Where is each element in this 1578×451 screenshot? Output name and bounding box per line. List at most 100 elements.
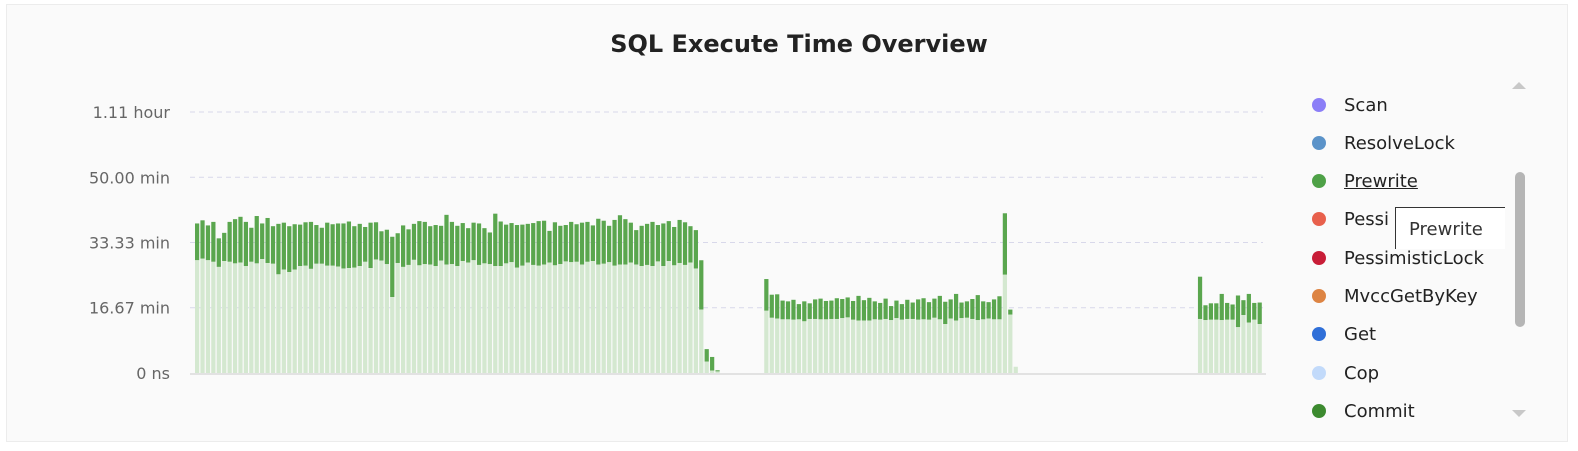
bar-commit[interactable] [948, 318, 953, 373]
bar-prewrite[interactable] [379, 231, 384, 261]
bar-commit[interactable] [536, 265, 541, 373]
bar-prewrite[interactable] [504, 224, 509, 264]
bar-prewrite[interactable] [308, 221, 314, 269]
bar-commit[interactable] [1002, 274, 1007, 373]
bar-prewrite[interactable] [715, 370, 720, 372]
bar-prewrite[interactable] [932, 298, 937, 318]
bar-prewrite[interactable] [845, 297, 850, 318]
bar-commit[interactable] [493, 266, 498, 373]
bar-prewrite[interactable] [1208, 303, 1214, 320]
bar-commit[interactable] [910, 318, 915, 373]
bar-commit[interactable] [845, 317, 850, 373]
legend-item[interactable]: PessimisticLock [1312, 246, 1484, 270]
bar-prewrite[interactable] [1002, 213, 1007, 275]
bar-prewrite[interactable] [569, 221, 574, 263]
bar-prewrite[interactable] [807, 303, 812, 319]
bar-prewrite[interactable] [368, 222, 373, 269]
bar-commit[interactable] [341, 268, 346, 373]
bar-commit[interactable] [807, 318, 812, 373]
bar-commit[interactable] [195, 260, 200, 373]
bar-prewrite[interactable] [493, 213, 498, 267]
bar-commit[interactable] [775, 318, 780, 373]
bar-commit[interactable] [373, 259, 379, 373]
bar-commit[interactable] [379, 260, 384, 373]
bar-commit[interactable] [260, 259, 265, 373]
bar-commit[interactable] [693, 268, 698, 373]
bar-prewrite[interactable] [682, 222, 688, 265]
bar-commit[interactable] [688, 262, 693, 373]
bar-commit[interactable] [1013, 366, 1018, 373]
bar-commit[interactable] [834, 318, 839, 373]
bar-commit[interactable] [769, 317, 774, 373]
bar-commit[interactable] [959, 318, 964, 373]
bar-prewrite[interactable] [384, 229, 389, 265]
bar-commit[interactable] [384, 264, 389, 373]
bar-commit[interactable] [1203, 320, 1208, 373]
legend-scrollbar[interactable] [1515, 172, 1525, 327]
bar-commit[interactable] [872, 319, 877, 373]
bar-commit[interactable] [964, 317, 970, 373]
bar-prewrite[interactable] [775, 294, 780, 319]
bar-commit[interactable] [986, 318, 991, 373]
bar-commit[interactable] [395, 262, 400, 373]
bar-prewrite[interactable] [813, 299, 818, 319]
legend-item[interactable]: Cop [1312, 361, 1379, 385]
bar-commit[interactable] [205, 260, 211, 373]
bar-prewrite[interactable] [406, 229, 411, 265]
bar-commit[interactable] [547, 262, 552, 373]
bar-commit[interactable] [200, 258, 205, 373]
bar-commit[interactable] [438, 260, 444, 373]
bar-commit[interactable] [460, 261, 465, 373]
bar-prewrite[interactable] [552, 222, 558, 266]
bar-commit[interactable] [514, 267, 520, 373]
bar-prewrite[interactable] [531, 223, 536, 265]
bar-commit[interactable] [818, 319, 823, 373]
bar-commit[interactable] [455, 266, 460, 373]
bar-prewrite[interactable] [1008, 309, 1013, 315]
bar-commit[interactable] [1208, 319, 1214, 373]
bar-prewrite[interactable] [850, 300, 856, 320]
bar-prewrite[interactable] [466, 228, 471, 263]
bar-commit[interactable] [926, 319, 932, 373]
bar-prewrite[interactable] [661, 223, 666, 267]
bar-prewrite[interactable] [330, 224, 335, 266]
bar-commit[interactable] [352, 267, 357, 373]
bar-commit[interactable] [444, 264, 449, 373]
bar-commit[interactable] [314, 263, 319, 373]
bar-prewrite[interactable] [607, 225, 612, 263]
bar-prewrite[interactable] [650, 221, 655, 267]
legend-item[interactable]: Scan [1312, 93, 1388, 117]
bar-commit[interactable] [232, 263, 238, 373]
bar-prewrite[interactable] [325, 222, 330, 266]
bar-commit[interactable] [850, 319, 856, 373]
bar-commit[interactable] [997, 319, 1002, 373]
bar-commit[interactable] [590, 261, 595, 373]
bar-prewrite[interactable] [411, 223, 417, 260]
bar-prewrite[interactable] [303, 222, 308, 266]
bar-prewrite[interactable] [249, 227, 254, 262]
bar-prewrite[interactable] [579, 222, 585, 265]
legend-item[interactable]: Prewrite [1312, 169, 1418, 193]
bar-prewrite[interactable] [699, 260, 704, 310]
bar-commit[interactable] [531, 264, 536, 373]
bar-prewrite[interactable] [243, 221, 249, 267]
bar-commit[interactable] [270, 263, 276, 373]
bar-commit[interactable] [303, 265, 308, 373]
bar-prewrite[interactable] [292, 224, 297, 270]
bar-prewrite[interactable] [991, 299, 997, 320]
bar-prewrite[interactable] [417, 221, 422, 266]
bar-commit[interactable] [682, 264, 688, 373]
bar-prewrite[interactable] [596, 218, 601, 265]
bar-prewrite[interactable] [764, 279, 769, 311]
bar-prewrite[interactable] [449, 221, 455, 265]
bar-prewrite[interactable] [834, 298, 839, 319]
bar-prewrite[interactable] [260, 223, 265, 260]
bar-commit[interactable] [1008, 314, 1013, 373]
bar-commit[interactable] [569, 262, 574, 373]
bar-prewrite[interactable] [986, 302, 991, 319]
bar-prewrite[interactable] [948, 299, 953, 319]
bar-commit[interactable] [937, 319, 942, 373]
bar-prewrite[interactable] [704, 349, 709, 362]
bar-prewrite[interactable] [270, 226, 276, 264]
bar-commit[interactable] [916, 319, 921, 373]
